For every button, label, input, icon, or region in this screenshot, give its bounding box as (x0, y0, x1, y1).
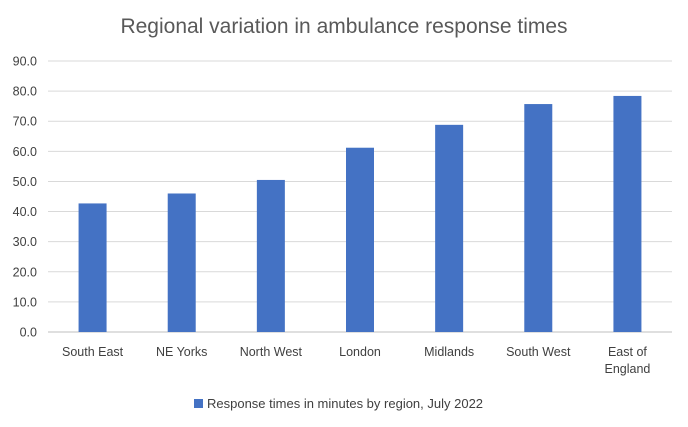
y-tick-label: 40.0 (13, 205, 37, 219)
y-axis: 0.0 10.0 20.0 30.0 40.0 50.0 60.0 70.0 80.0 90.0 (13, 55, 37, 340)
x-tick-label: South West (506, 345, 571, 359)
y-tick-label: 30.0 (13, 235, 37, 249)
bar (613, 95, 642, 332)
y-tick-label: 20.0 (13, 265, 37, 279)
y-tick-label: 70.0 (13, 115, 37, 129)
legend-swatch (194, 399, 203, 408)
y-tick-label: 90.0 (13, 55, 37, 69)
bar (346, 147, 374, 332)
y-tick-label: 0.0 (20, 326, 37, 340)
x-tick-label: South East (62, 345, 124, 359)
bar (435, 124, 464, 332)
x-tick-label: East of England (604, 345, 650, 376)
chart-title: Regional variation in ambulance response… (120, 15, 567, 38)
bar (256, 179, 285, 332)
y-tick-label: 60.0 (13, 145, 37, 159)
legend: Response times in minutes by region, Jul… (194, 396, 483, 411)
y-tick-label: 50.0 (13, 175, 37, 189)
bar (524, 104, 553, 332)
x-tick-label: Midlands (424, 345, 474, 359)
x-tick-label: London (339, 345, 381, 359)
legend-label: Response times in minutes by region, Jul… (207, 396, 483, 411)
x-tick-label: NE Yorks (156, 345, 207, 359)
bar (167, 193, 196, 332)
bars (78, 95, 642, 332)
y-tick-label: 10.0 (13, 295, 37, 309)
bar (78, 203, 107, 332)
y-tick-label: 80.0 (13, 85, 37, 99)
x-tick-label: North West (240, 345, 303, 359)
x-axis: South East NE Yorks North West London Midlan… (62, 345, 650, 376)
